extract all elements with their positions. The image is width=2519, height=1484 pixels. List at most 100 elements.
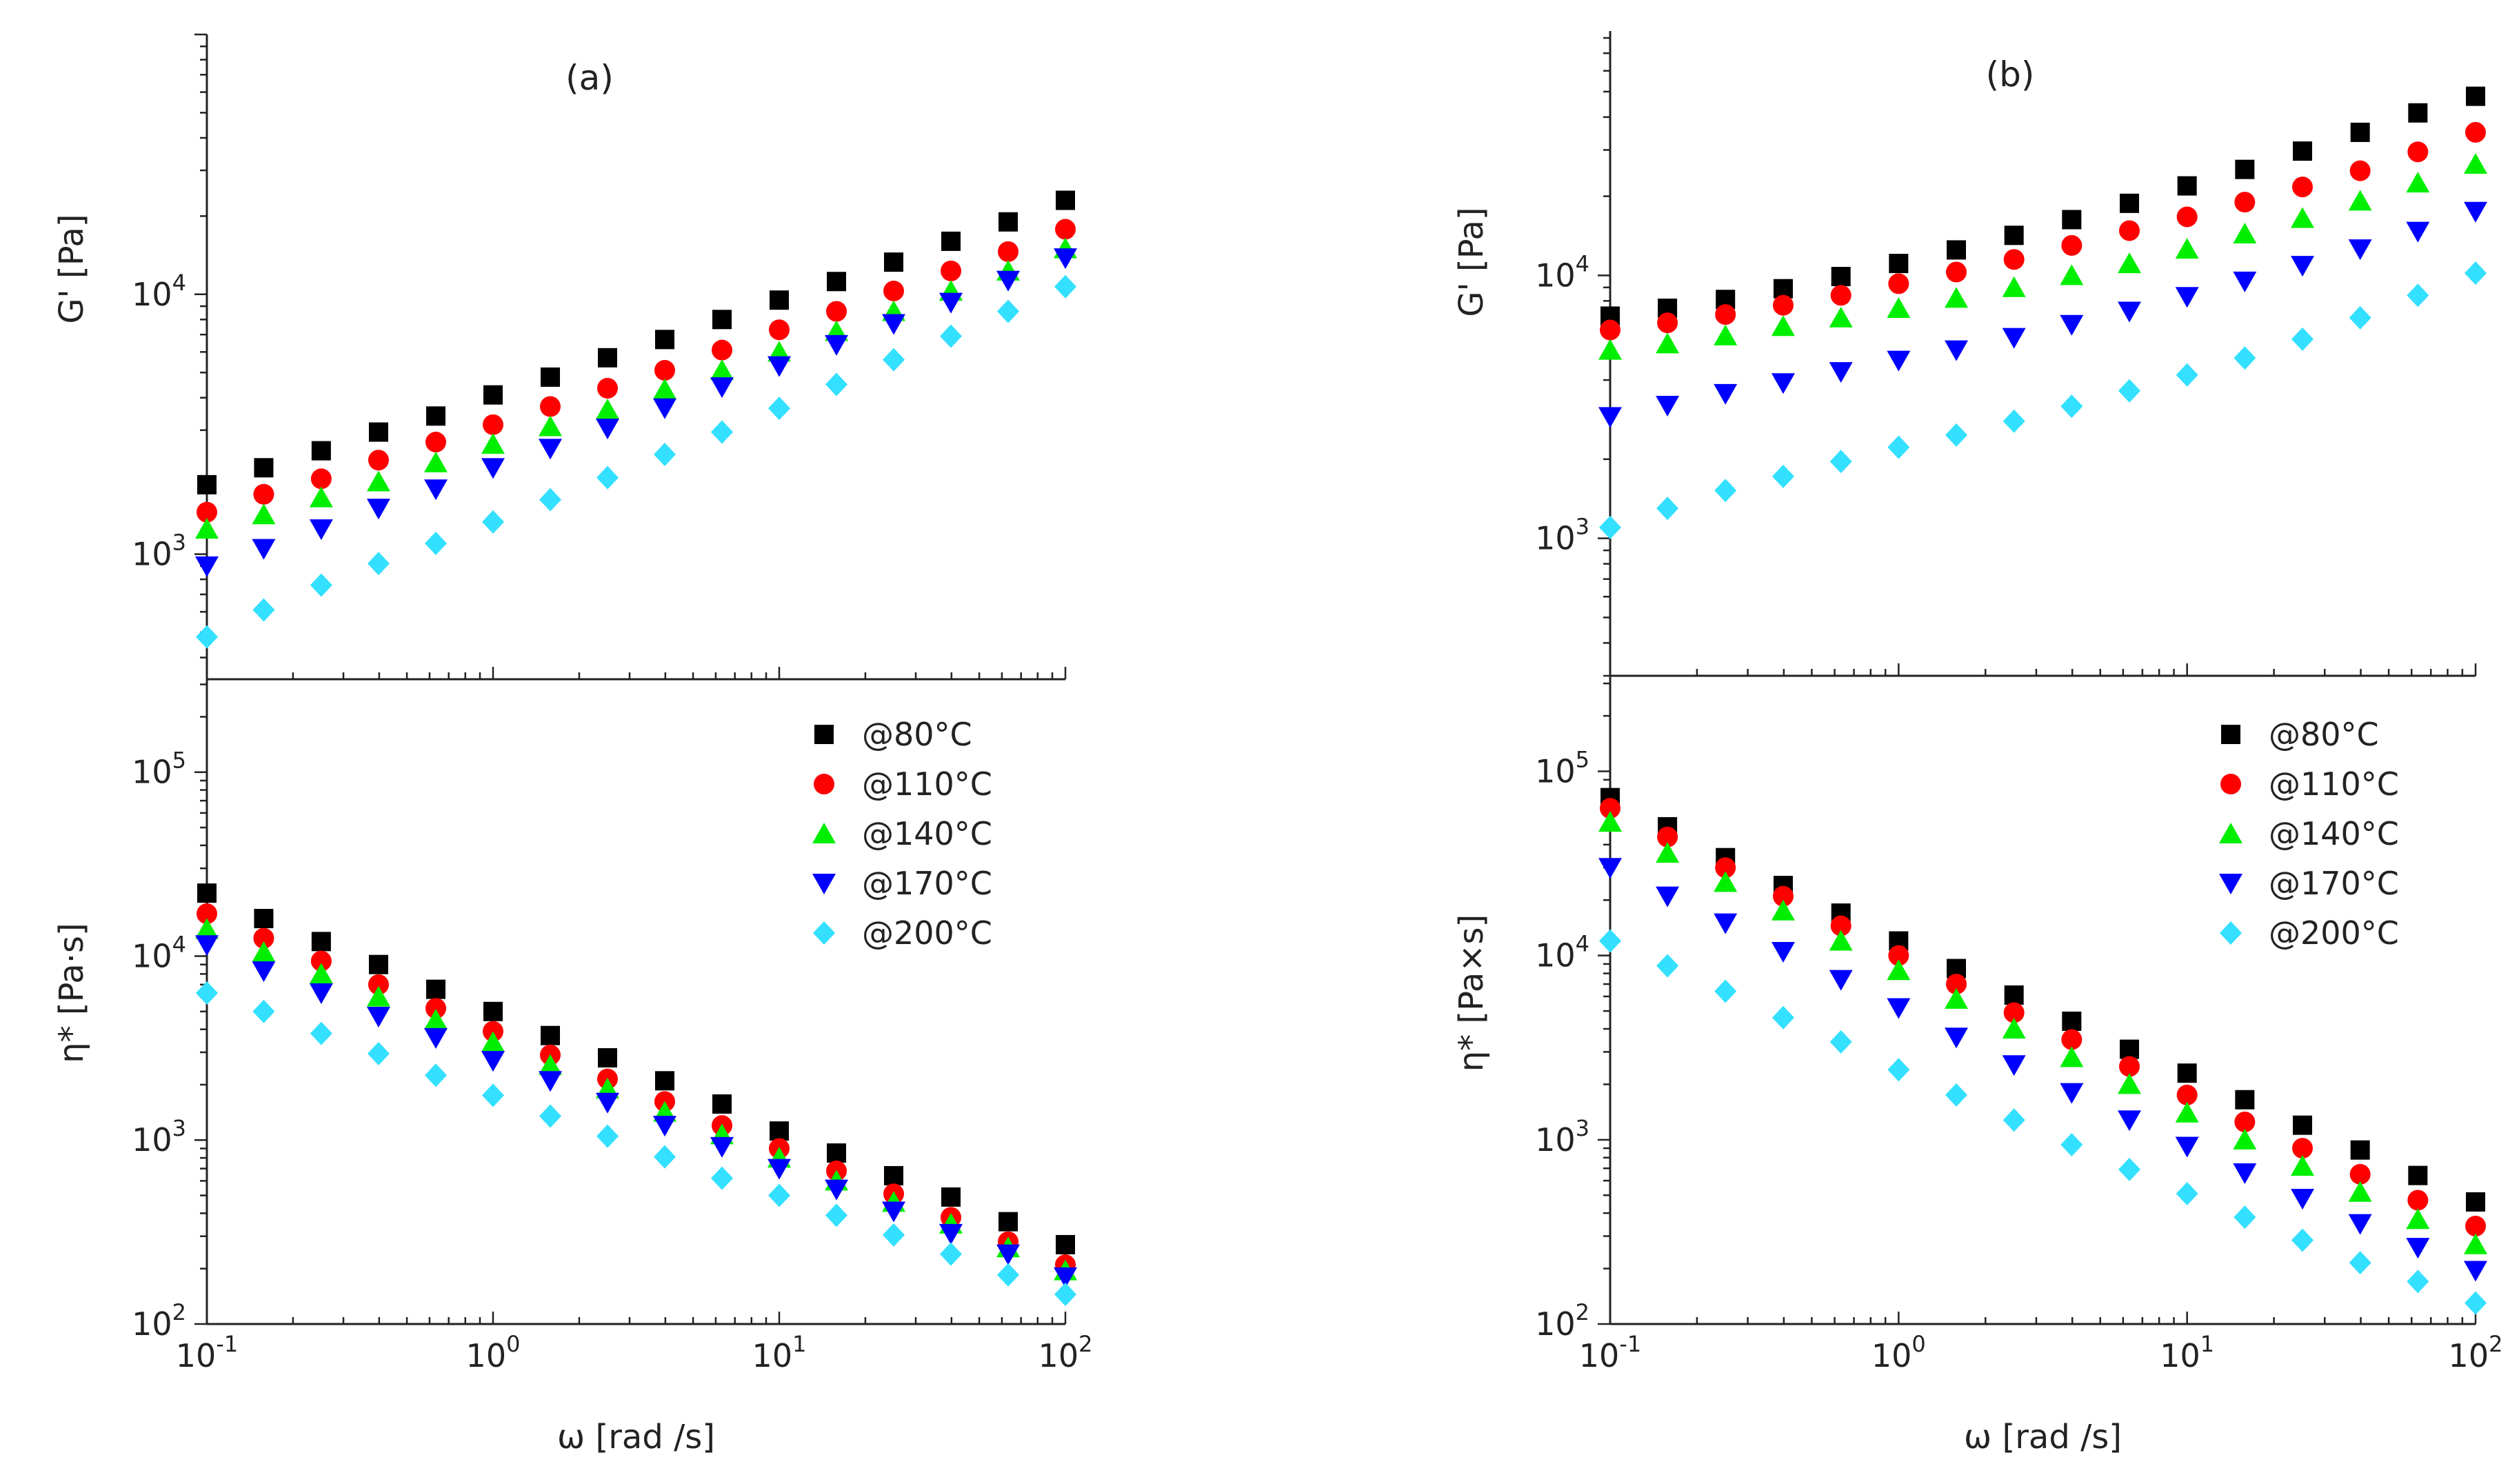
upper-data-point xyxy=(2293,141,2313,161)
upper-data-point xyxy=(195,518,219,539)
lower-data-point xyxy=(2292,1138,2314,1159)
upper-data-point xyxy=(939,324,962,348)
x-tick-label: 102 xyxy=(1038,1331,1093,1374)
lower-data-point xyxy=(1830,915,1851,936)
upper-data-point xyxy=(1054,274,1076,299)
lower-data-point xyxy=(2002,1017,2026,1039)
legend-label: @170°C xyxy=(2269,865,2399,902)
upper-data-point xyxy=(1656,396,1680,417)
lower-data-point xyxy=(368,974,389,995)
lower-data-point xyxy=(2177,1063,2197,1083)
x-tick-label: 101 xyxy=(752,1331,807,1374)
upper-data-point xyxy=(254,458,274,478)
y-tick-label: 104 xyxy=(132,931,186,974)
lower-data-point xyxy=(652,1116,676,1137)
lower-data-point xyxy=(2466,1192,2485,1212)
y-tick-label: 104 xyxy=(1535,250,1589,294)
lower-data-point xyxy=(1888,945,1909,966)
upper-data-point xyxy=(654,330,674,350)
lower-data-point xyxy=(2464,1261,2487,1282)
legend: @80°C @110°C @140°C @170°C @200°C xyxy=(2219,716,2399,952)
upper-data-point xyxy=(2465,261,2487,285)
y-tick-label: 105 xyxy=(132,748,186,791)
upper-data-point xyxy=(539,439,563,460)
upper-data-point xyxy=(882,314,906,335)
lower-data-point xyxy=(2118,1073,2142,1094)
lower-data-point xyxy=(767,1159,791,1180)
upper-data-point xyxy=(1947,240,1967,260)
lower-data-point xyxy=(653,1145,676,1169)
upper-data-point xyxy=(2120,193,2140,213)
lower-data-point xyxy=(1887,959,1911,981)
upper-data-point xyxy=(2350,122,2370,142)
legend-label: @140°C xyxy=(862,815,992,852)
lower-data-point xyxy=(596,1092,620,1114)
lower-data-point xyxy=(483,1001,503,1021)
legend-marker xyxy=(2219,874,2242,894)
lower-data-point xyxy=(2175,1136,2199,1158)
upper-data-point xyxy=(1888,273,1909,294)
upper-data-point xyxy=(197,501,217,523)
lower-data-point xyxy=(825,1203,848,1227)
lower-data-point xyxy=(2233,1128,2257,1150)
upper-data-point xyxy=(1771,373,1795,394)
lower-data-point xyxy=(309,963,333,984)
y-tick-label: 103 xyxy=(1535,514,1589,557)
upper-data-point xyxy=(2061,234,2083,256)
lower-data-point xyxy=(367,1041,390,1065)
upper-data-point xyxy=(368,422,388,442)
lower-data-point xyxy=(1887,1058,1910,1082)
legend-label: @140°C xyxy=(2269,815,2399,852)
upper-data-point xyxy=(710,359,734,380)
lower-data-point xyxy=(2060,1133,2083,1157)
upper-data-point xyxy=(2118,379,2141,403)
lower-data-point xyxy=(2234,1205,2256,1230)
upper-data-point xyxy=(252,598,275,622)
lower-data-point xyxy=(2349,1251,2371,1275)
lower-data-point xyxy=(481,1031,505,1052)
lower-data-point xyxy=(2406,1238,2430,1259)
lower-data-point xyxy=(1829,930,1853,951)
lower-data-point xyxy=(1714,913,1738,934)
lower-data-point xyxy=(252,961,276,983)
upper-data-point xyxy=(539,415,563,437)
upper-data-point xyxy=(2177,176,2197,196)
upper-data-point xyxy=(2176,363,2198,387)
lower-data-point xyxy=(197,883,217,903)
upper-data-point xyxy=(1771,315,1795,337)
legend-marker xyxy=(814,774,834,794)
lower-data-point xyxy=(883,1223,905,1247)
upper-data-point xyxy=(2176,206,2198,228)
x-tick-label: 102 xyxy=(2449,1331,2503,1374)
upper-data-point xyxy=(2004,225,2024,245)
legend-marker xyxy=(2221,725,2240,744)
lower-data-point xyxy=(1657,826,1678,848)
upper-data-point xyxy=(825,334,849,356)
upper-data-point xyxy=(1715,304,1736,325)
y-tick-label: 104 xyxy=(1535,931,1589,974)
upper-data-point xyxy=(654,359,675,381)
lower-data-point xyxy=(254,909,274,929)
lower-data-point xyxy=(2348,1214,2372,1235)
lower-data-point xyxy=(711,1166,734,1190)
upper-data-point xyxy=(710,377,734,399)
upper-data-point xyxy=(366,470,390,492)
upper-data-point xyxy=(596,419,620,440)
upper-data-point xyxy=(309,486,333,508)
upper-data-point xyxy=(2408,103,2428,123)
upper-data-point xyxy=(941,231,961,251)
lower-data-point xyxy=(252,941,276,962)
upper-data-point xyxy=(481,433,505,454)
lower-data-point xyxy=(197,903,217,925)
upper-data-point xyxy=(652,398,676,419)
x-tick-label: 101 xyxy=(2160,1331,2214,1374)
upper-data-point xyxy=(1656,332,1680,354)
lower-data-point xyxy=(482,1083,504,1107)
lower-data-point xyxy=(598,1047,618,1067)
upper-data-point xyxy=(2234,192,2256,213)
upper-data-point xyxy=(483,385,503,405)
upper-data-point xyxy=(541,367,561,387)
lower-data-point xyxy=(2118,1157,2141,1181)
upper-data-point xyxy=(2464,201,2487,223)
legend-label: @80°C xyxy=(2269,716,2379,753)
